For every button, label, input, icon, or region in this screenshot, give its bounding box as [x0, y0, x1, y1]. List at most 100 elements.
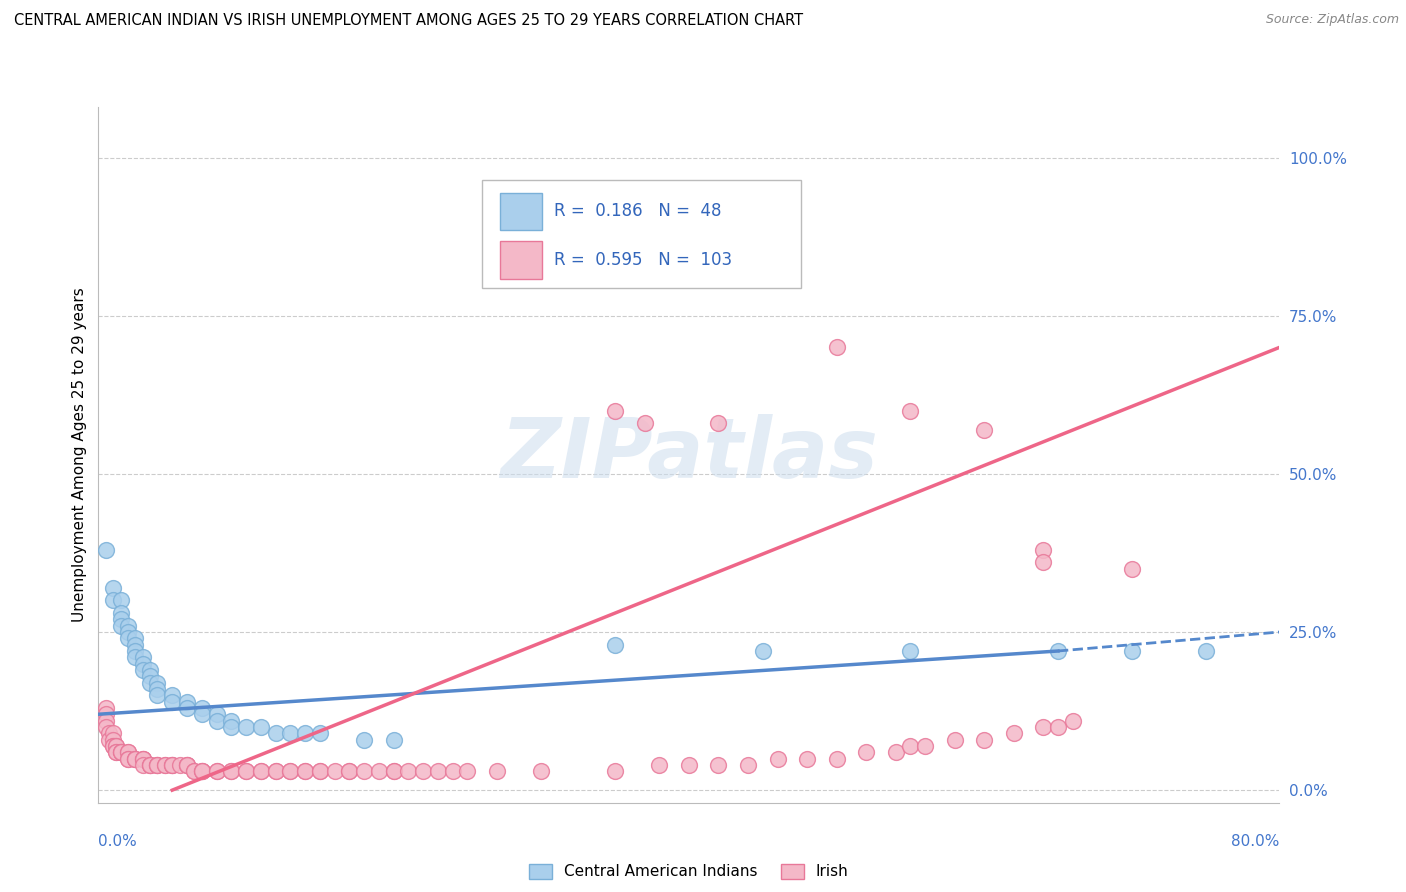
- Point: [117, 745, 139, 759]
- Point: [110, 606, 132, 620]
- Point: [219, 714, 242, 728]
- Point: [153, 757, 176, 772]
- Point: [139, 757, 162, 772]
- Point: [97, 732, 120, 747]
- Point: [191, 764, 214, 779]
- Point: [382, 764, 405, 779]
- Point: [250, 764, 273, 779]
- Point: [339, 764, 360, 779]
- Point: [751, 644, 773, 658]
- Point: [278, 726, 302, 740]
- Point: [441, 764, 464, 779]
- Point: [368, 764, 391, 779]
- Point: [139, 669, 162, 683]
- Point: [1032, 720, 1054, 734]
- Point: [162, 757, 183, 772]
- Point: [1046, 644, 1069, 658]
- Point: [796, 751, 818, 765]
- Point: [162, 688, 183, 702]
- Point: [205, 707, 228, 722]
- Point: [117, 618, 139, 632]
- Point: [139, 757, 162, 772]
- Text: 0.0%: 0.0%: [98, 834, 138, 849]
- Point: [1195, 644, 1218, 658]
- Point: [530, 764, 553, 779]
- Point: [110, 745, 132, 759]
- Point: [146, 757, 169, 772]
- Point: [94, 701, 117, 715]
- Point: [264, 726, 287, 740]
- Point: [153, 757, 176, 772]
- Point: [605, 764, 627, 779]
- Point: [124, 751, 146, 765]
- Point: [678, 757, 700, 772]
- Point: [117, 625, 139, 640]
- Point: [900, 403, 922, 417]
- Point: [117, 745, 139, 759]
- Point: [169, 757, 191, 772]
- Point: [205, 714, 228, 728]
- Point: [191, 707, 214, 722]
- Point: [264, 764, 287, 779]
- Point: [855, 745, 877, 759]
- Point: [176, 757, 198, 772]
- Point: [486, 764, 509, 779]
- Point: [146, 757, 169, 772]
- Point: [766, 751, 789, 765]
- Point: [110, 612, 132, 626]
- Point: [94, 714, 117, 728]
- Point: [191, 764, 214, 779]
- Point: [1032, 542, 1054, 557]
- Point: [132, 657, 155, 671]
- Point: [105, 739, 128, 753]
- Point: [825, 340, 848, 354]
- Point: [176, 757, 198, 772]
- Point: [678, 258, 700, 272]
- Point: [943, 732, 966, 747]
- Point: [176, 695, 198, 709]
- Point: [973, 423, 995, 437]
- Point: [205, 764, 228, 779]
- Point: [353, 764, 375, 779]
- Point: [146, 757, 169, 772]
- Point: [605, 403, 627, 417]
- Point: [382, 732, 405, 747]
- Point: [103, 593, 125, 607]
- FancyBboxPatch shape: [501, 193, 543, 230]
- Point: [294, 764, 316, 779]
- Point: [1121, 644, 1143, 658]
- Point: [900, 739, 922, 753]
- Point: [235, 720, 257, 734]
- Point: [278, 764, 302, 779]
- Point: [110, 745, 132, 759]
- Point: [146, 688, 169, 702]
- Point: [117, 751, 139, 765]
- Point: [235, 764, 257, 779]
- Point: [1121, 562, 1143, 576]
- Point: [219, 764, 242, 779]
- Point: [132, 663, 155, 677]
- Point: [396, 764, 419, 779]
- Point: [103, 732, 125, 747]
- Point: [278, 764, 302, 779]
- Point: [1046, 720, 1069, 734]
- FancyBboxPatch shape: [501, 242, 543, 279]
- Point: [124, 644, 146, 658]
- Point: [309, 764, 332, 779]
- Point: [94, 720, 117, 734]
- Text: R =  0.595   N =  103: R = 0.595 N = 103: [554, 252, 733, 269]
- Point: [124, 751, 146, 765]
- Point: [235, 764, 257, 779]
- Point: [94, 707, 117, 722]
- Point: [707, 417, 730, 431]
- Point: [176, 701, 198, 715]
- Point: [146, 681, 169, 696]
- Point: [191, 764, 214, 779]
- Point: [323, 764, 346, 779]
- Point: [219, 720, 242, 734]
- Point: [382, 764, 405, 779]
- Point: [250, 764, 273, 779]
- Point: [103, 739, 125, 753]
- Point: [132, 751, 155, 765]
- Point: [412, 764, 434, 779]
